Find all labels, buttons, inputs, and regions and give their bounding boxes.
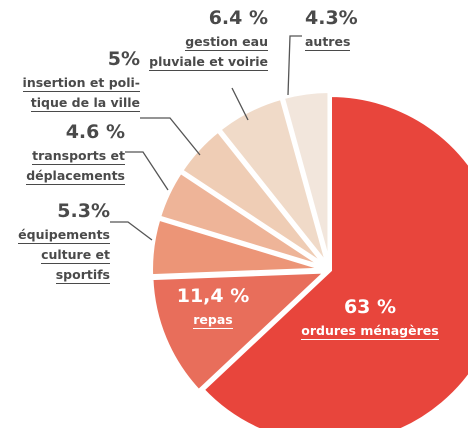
category-label: repas (113, 310, 313, 330)
leader-line (140, 117, 201, 156)
value-label: 5.3% (57, 200, 110, 222)
category-label: gestion eau pluviale et voirie (149, 32, 268, 72)
category-label: autres (305, 32, 358, 52)
value-label: 6.4 % (208, 7, 268, 29)
slice-label: 63 % ordures ménagères (270, 296, 468, 341)
pie-slice (280, 89, 332, 267)
category-label: insertion et poli- tique de la ville (22, 73, 140, 113)
leader-line (231, 87, 249, 121)
value-label: 63 % (343, 296, 397, 318)
leader-line (287, 35, 302, 96)
category-text: repas (193, 312, 233, 329)
value-label: 4.6 % (65, 121, 125, 143)
slice-label: 4.3% autres (305, 7, 358, 52)
slice-label: 4.6 % transports et déplacements (26, 121, 125, 186)
category-label: ordures ménagères (270, 321, 468, 341)
slice-label: 5% insertion et poli- tique de la ville (22, 48, 140, 113)
category-text: autres (305, 34, 351, 51)
category-label: équipements culture et sportifs (18, 225, 110, 285)
slice-label: 11,4 % repas (113, 285, 313, 330)
value-label: 4.3% (305, 7, 358, 29)
leader-line (110, 221, 153, 241)
category-text: gestion eau pluviale et voirie (149, 34, 268, 71)
category-label: transports et déplacements (26, 146, 125, 186)
category-text: ordures ménagères (301, 323, 439, 340)
category-text: transports et déplacements (26, 148, 125, 185)
category-text: insertion et poli- tique de la ville (22, 75, 140, 112)
category-text: équipements culture et sportifs (18, 227, 110, 284)
leader-lines (110, 35, 302, 241)
leader-line (125, 151, 169, 191)
value-label: 11,4 % (176, 285, 250, 307)
slice-label: 5.3% équipements culture et sportifs (18, 200, 110, 285)
slice-label: 6.4 % gestion eau pluviale et voirie (149, 7, 268, 72)
value-label: 5% (107, 48, 140, 70)
pie-slice (149, 269, 332, 395)
pie-slice (199, 92, 468, 428)
